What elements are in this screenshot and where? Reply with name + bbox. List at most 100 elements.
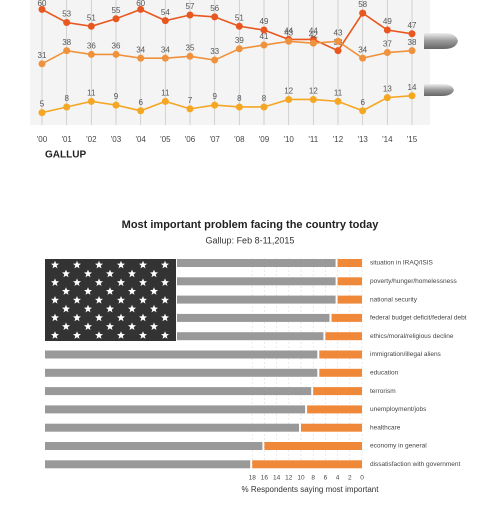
series-line [41, 40, 413, 65]
point [186, 52, 194, 60]
point-label: 57 [186, 2, 195, 11]
flag-stripe [45, 405, 306, 414]
x-tick-label: 16 [261, 475, 269, 482]
point-label: 31 [38, 51, 47, 60]
bar [319, 350, 362, 359]
bullet-icons [424, 33, 458, 96]
point-label: 43 [284, 28, 293, 37]
category-label: ethics/moral/religious decline [370, 333, 454, 340]
x-tick-label: 6 [324, 475, 328, 482]
point [260, 26, 268, 34]
star [117, 313, 125, 322]
star [106, 304, 114, 313]
point-label: 8 [262, 94, 267, 103]
point-label: 53 [62, 10, 71, 19]
category-label: dissatisfaction with government [370, 461, 461, 468]
x-tick-label: '08 [234, 135, 245, 144]
point [63, 47, 71, 55]
star [62, 269, 70, 278]
point-label: 35 [186, 43, 195, 52]
point-label: 9 [114, 92, 119, 101]
plot-background [30, 0, 430, 125]
point-label: 51 [87, 13, 96, 22]
point-label: 34 [358, 45, 367, 54]
bar [313, 387, 362, 396]
star [117, 260, 125, 269]
star [106, 269, 114, 278]
star [73, 331, 81, 339]
point [408, 47, 416, 55]
point-label: 11 [87, 88, 96, 97]
point-label: 11 [161, 88, 170, 97]
series-line [41, 8, 413, 52]
bar [252, 460, 362, 469]
bar [337, 277, 362, 286]
x-tick-label: '04 [135, 135, 146, 144]
star [51, 260, 59, 269]
point-label: 47 [408, 21, 417, 30]
category-label: terrorism [370, 388, 396, 395]
point [235, 103, 243, 111]
category-label: situation in IRAQ/ISIS [370, 260, 434, 267]
point-label: 8 [237, 94, 242, 103]
category-label: poverty/hunger/homelessness [370, 278, 457, 285]
point [211, 101, 219, 109]
point-label: 58 [358, 0, 367, 9]
star [84, 304, 92, 313]
point [285, 95, 293, 103]
star [95, 278, 103, 286]
bar [337, 259, 362, 267]
star [117, 331, 125, 339]
star [73, 313, 81, 322]
star [73, 296, 81, 304]
star [139, 296, 147, 304]
point [211, 56, 219, 64]
point [408, 92, 416, 100]
point-label: 60 [38, 0, 47, 8]
point [38, 5, 46, 13]
point [285, 37, 293, 45]
flag-stripe [177, 313, 330, 322]
point-label: 51 [235, 13, 244, 22]
point-label: 54 [161, 8, 170, 17]
x-tick-label: 18 [249, 475, 257, 482]
point-label: 7 [188, 96, 193, 105]
point-label: 11 [334, 88, 343, 97]
x-tick-label: '13 [357, 135, 368, 144]
category-label: healthcare [370, 424, 401, 431]
point-label: 36 [112, 42, 121, 51]
star [84, 322, 92, 330]
star [139, 278, 147, 286]
category-label: national security [370, 296, 418, 303]
point [186, 105, 194, 113]
point [87, 97, 95, 105]
point-label: 39 [235, 36, 244, 45]
bullet-icon [424, 33, 458, 49]
x-tick-label: '15 [407, 135, 418, 144]
category-label: immigration/illegal aliens [370, 351, 442, 358]
point [235, 22, 243, 30]
point [63, 103, 71, 111]
star [139, 331, 147, 339]
star [84, 269, 92, 278]
point-label: 43 [334, 28, 343, 37]
x-tick-label: '00 [37, 135, 48, 144]
point [87, 22, 95, 30]
x-tick-label: '09 [259, 135, 270, 144]
point [334, 47, 342, 55]
point-label: 6 [138, 98, 143, 107]
point [359, 107, 367, 115]
flag-stripe [177, 259, 336, 267]
point [359, 9, 367, 17]
x-tick-label: '01 [61, 135, 72, 144]
point-label: 38 [62, 38, 71, 47]
star [95, 313, 103, 322]
point [112, 50, 120, 58]
x-tick-label: '02 [86, 135, 97, 144]
point-label: 38 [408, 38, 417, 47]
star [106, 322, 114, 330]
point-label: 44 [284, 27, 293, 36]
star [51, 331, 59, 339]
point-label: 49 [260, 17, 269, 26]
